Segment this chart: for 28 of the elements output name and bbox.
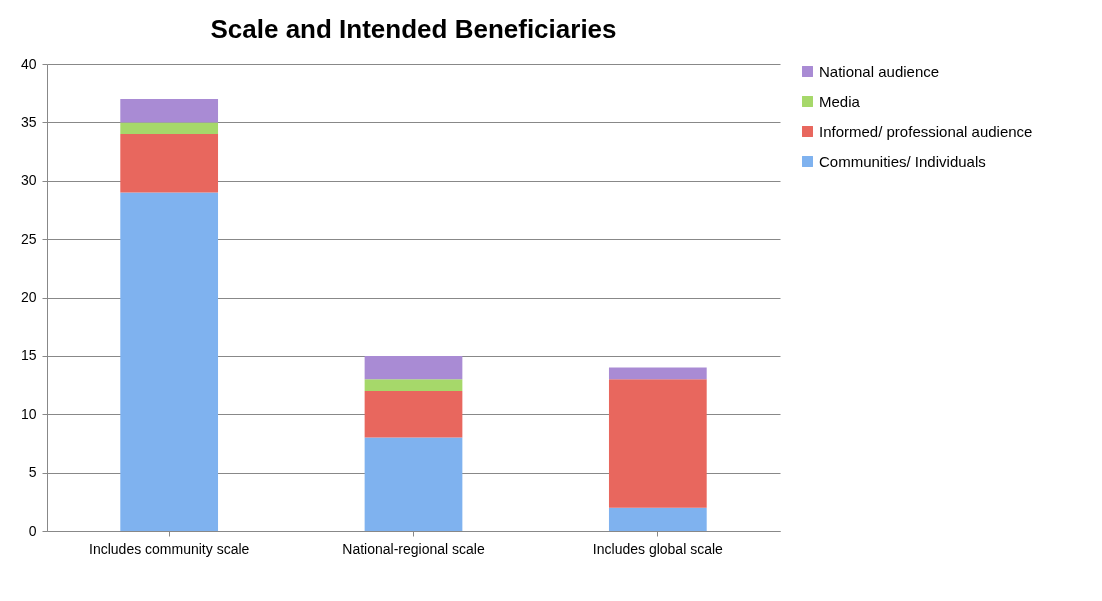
x-tick-label: Includes global scale <box>592 540 724 557</box>
y-tick-label: 40 <box>20 55 37 72</box>
y-tick-label: 15 <box>20 347 37 364</box>
y-tick-label: 30 <box>20 172 37 189</box>
chart-title: Scale and Intended Beneficiaries <box>210 14 617 44</box>
y-tick-label: 5 <box>28 464 37 481</box>
bar <box>608 507 707 531</box>
legend-label: Media <box>819 92 861 110</box>
legend-label: Informed/ professional audience <box>819 122 1033 140</box>
bar <box>120 122 219 135</box>
legend-label: Communities/ Individuals <box>819 152 986 170</box>
bar <box>364 390 463 438</box>
bar <box>608 379 707 508</box>
bar <box>364 379 463 391</box>
y-tick-label: 25 <box>20 230 37 247</box>
y-tick-label: 20 <box>20 289 37 305</box>
y-tick-label: 10 <box>20 405 37 422</box>
bar <box>364 355 463 380</box>
y-tick-label: 35 <box>20 113 37 130</box>
legend-label: National audience <box>819 62 940 80</box>
bar <box>608 367 707 380</box>
bar <box>120 192 219 531</box>
y-tick-label: 0 <box>28 522 37 539</box>
x-tick-label: Includes community scale <box>89 540 250 557</box>
x-tick-label: National-regional scale <box>342 540 485 557</box>
bar <box>120 134 219 193</box>
bar <box>364 437 463 531</box>
bar <box>120 99 219 123</box>
